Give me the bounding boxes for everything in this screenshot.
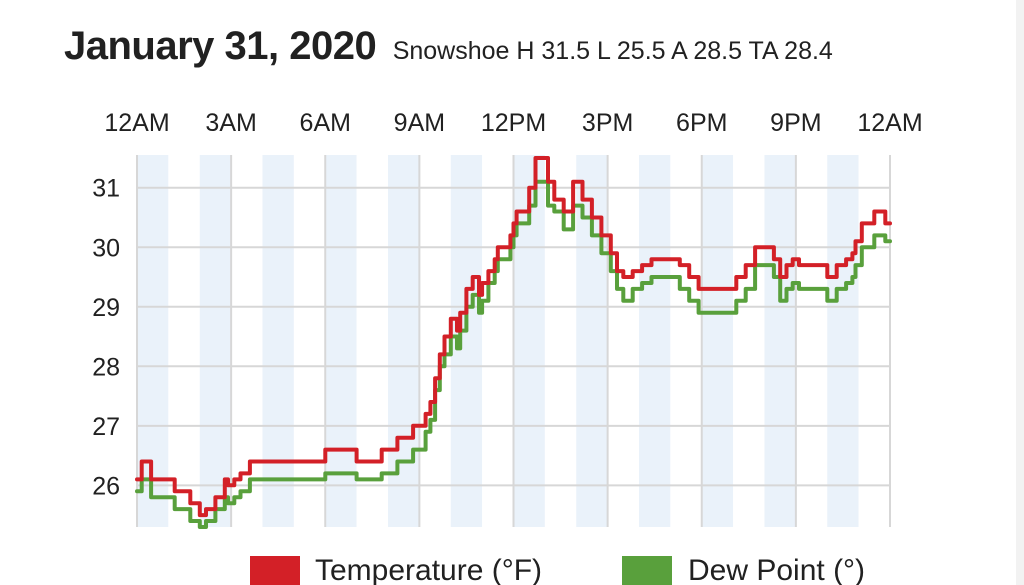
x-axis-tick-labels: 12AM 3AM 6AM 9AM 12PM 3PM 6PM 9PM 12AM xyxy=(104,109,922,137)
y-axis-tick-labels: 26 27 28 29 30 31 xyxy=(92,175,120,501)
legend-label: Temperature (°F) xyxy=(315,554,542,585)
chart-title: January 31, 2020 xyxy=(64,24,377,68)
hour-band xyxy=(168,155,200,527)
hour-band xyxy=(262,155,294,527)
hour-band xyxy=(356,155,388,527)
legend-label: Dew Point (°) xyxy=(688,554,865,585)
hour-band xyxy=(544,155,577,527)
y-tick-label: 30 xyxy=(92,234,120,262)
screen-edge-strip xyxy=(1016,0,1024,585)
y-tick-label: 26 xyxy=(92,472,120,500)
hour-band xyxy=(482,155,514,527)
chart-header: January 31, 2020 Snowshoe H 31.5 L 25.5 … xyxy=(64,24,1004,80)
hour-band xyxy=(607,155,639,527)
y-tick-label: 31 xyxy=(92,175,120,203)
chart-subtitle: Snowshoe H 31.5 L 25.5 A 28.5 TA 28.4 xyxy=(392,37,833,65)
series-line-0 xyxy=(135,156,892,518)
hour-band xyxy=(764,155,796,527)
x-tick-label: 12AM xyxy=(104,109,169,137)
hour-band xyxy=(795,155,828,527)
x-tick-label: 9PM xyxy=(770,109,821,137)
x-tick-label: 12PM xyxy=(481,109,546,137)
legend: Temperature (°F) Dew Point (°) xyxy=(250,554,865,585)
x-tick-label: 12AM xyxy=(857,109,922,137)
hour-band xyxy=(325,155,357,527)
x-tick-label: 6PM xyxy=(676,109,727,137)
hour-band xyxy=(670,155,702,527)
x-tick-label: 3PM xyxy=(582,109,633,137)
y-tick-label: 27 xyxy=(92,413,120,441)
x-tick-label: 3AM xyxy=(205,109,256,137)
hour-band xyxy=(293,155,326,527)
hour-band xyxy=(231,155,263,527)
hour-band xyxy=(701,155,734,527)
hour-band xyxy=(199,155,232,527)
x-tick-label: 6AM xyxy=(300,109,351,137)
alternating-hour-bands xyxy=(137,155,890,527)
series-lines xyxy=(135,156,892,529)
hour-band xyxy=(733,155,765,527)
hour-band xyxy=(388,155,420,527)
y-tick-label: 29 xyxy=(92,294,120,322)
x-tick-label: 9AM xyxy=(394,109,445,137)
legend-swatch xyxy=(250,556,300,585)
y-tick-label: 28 xyxy=(92,353,120,381)
hour-band xyxy=(639,155,671,527)
legend-swatch xyxy=(622,556,672,585)
hour-band xyxy=(827,155,859,527)
